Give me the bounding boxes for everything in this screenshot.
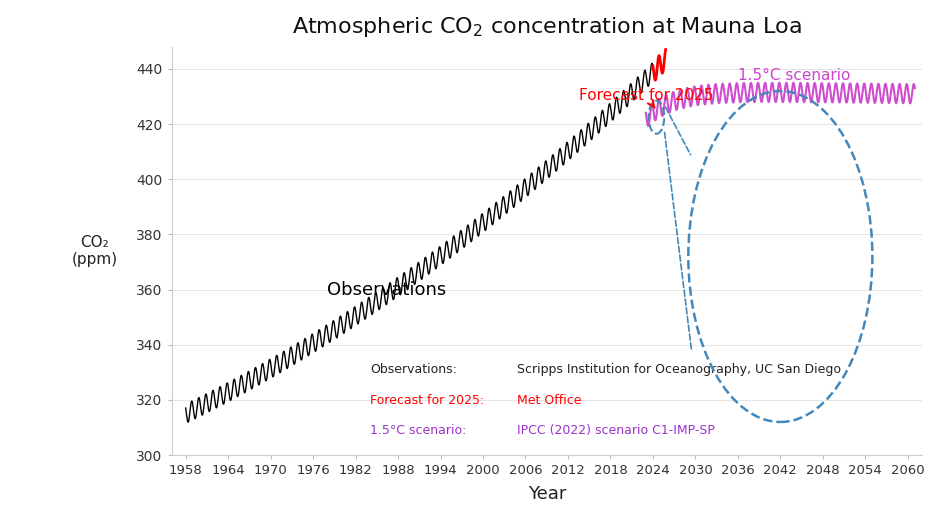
X-axis label: Year: Year — [527, 486, 566, 504]
Text: IPCC (2022) scenario C1-IMP-SP: IPCC (2022) scenario C1-IMP-SP — [517, 424, 714, 437]
Text: 1.5°C scenario:: 1.5°C scenario: — [370, 424, 467, 437]
Text: Forecast for 2025:: Forecast for 2025: — [370, 394, 485, 407]
Title: Atmospheric CO$_2$ concentration at Mauna Loa: Atmospheric CO$_2$ concentration at Maun… — [291, 15, 802, 39]
Text: Scripps Institution for Oceanography, UC San Diego: Scripps Institution for Oceanography, UC… — [517, 363, 840, 376]
Text: Observations: Observations — [327, 281, 446, 299]
Text: Observations:: Observations: — [370, 363, 457, 376]
Text: Met Office: Met Office — [517, 394, 581, 407]
Y-axis label: CO₂
(ppm): CO₂ (ppm) — [71, 235, 118, 267]
Text: Forecast for 2025: Forecast for 2025 — [579, 88, 713, 108]
Text: 1.5°C scenario: 1.5°C scenario — [738, 68, 851, 83]
